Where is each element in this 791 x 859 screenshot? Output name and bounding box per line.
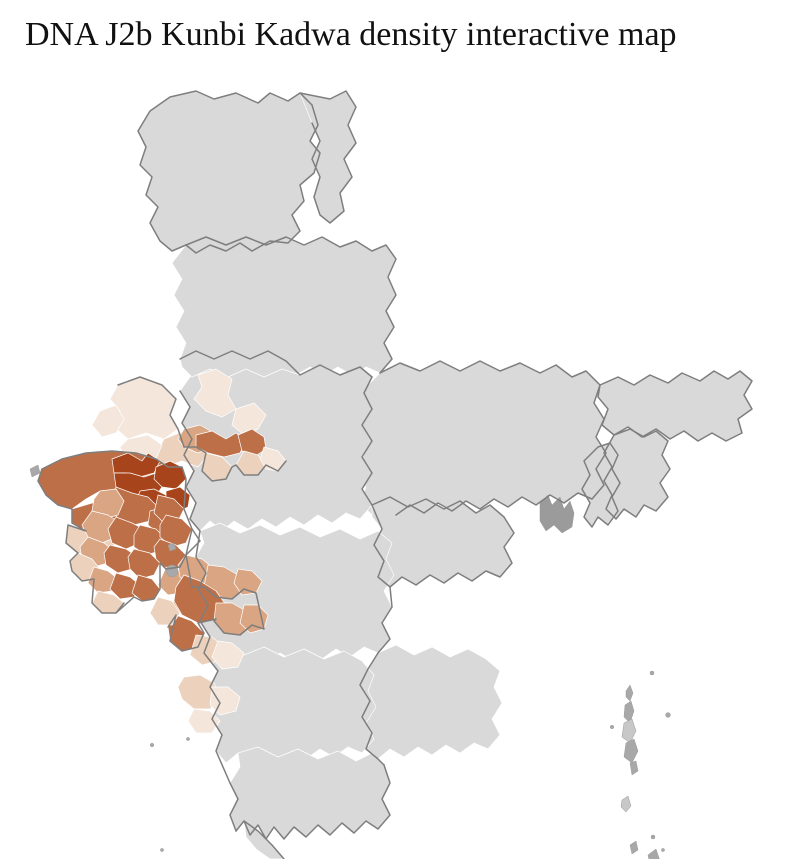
page-title: DNA J2b Kunbi Kadwa density interactive … [25,16,677,53]
island-shape[interactable] [623,738,639,764]
district-region[interactable] [137,90,321,254]
island-speck[interactable] [661,848,665,852]
state-border [179,350,373,378]
district-region[interactable] [231,402,267,436]
india-choropleth-map[interactable] [0,55,791,859]
island-shape[interactable] [623,700,635,724]
district-region[interactable] [159,514,193,548]
state-border [185,236,397,374]
island-speck[interactable] [665,712,671,718]
state-border [167,528,265,652]
sundarbans-delta[interactable] [539,494,575,534]
district-region[interactable] [351,360,607,516]
lakshadweep-speck[interactable] [160,848,164,852]
state-borders-layer [37,90,753,859]
state-border [235,764,391,840]
island-shape[interactable] [629,760,639,776]
district-region[interactable] [229,746,391,840]
island-shape[interactable] [620,795,632,813]
state-border [603,428,671,520]
state-border [243,820,285,859]
andaman-nicobar-islands[interactable] [609,670,671,859]
state-border-northeast [597,370,753,442]
state-border [299,90,357,224]
island-shape[interactable] [647,848,660,859]
state-border [379,360,607,516]
island-shape[interactable] [629,840,639,855]
state-border-gujarat [37,450,193,614]
state-border [117,376,287,482]
district-region[interactable] [127,548,161,580]
district-region[interactable] [193,368,237,418]
state-border [581,442,621,528]
state-border [179,390,239,832]
island-speck[interactable] [609,724,615,730]
district-region[interactable] [91,404,125,438]
district-region[interactable] [359,644,503,760]
choropleth-data-layer [37,368,287,734]
coast-speck[interactable] [167,542,177,552]
gray-detail-layer [29,464,671,859]
district-region[interactable] [187,708,221,734]
coast-speck[interactable] [29,464,41,478]
island-speck[interactable] [650,834,656,840]
lakshadweep-speck[interactable] [186,737,190,741]
district-region[interactable] [149,596,181,626]
district-region[interactable] [171,236,397,376]
state-border [137,90,321,254]
lakshadweep-speck[interactable] [149,742,155,748]
district-region[interactable] [177,674,221,710]
district-region[interactable] [109,376,179,440]
island-shape[interactable] [621,718,637,744]
island-speck[interactable] [649,670,655,676]
district-region[interactable] [153,460,187,490]
state-border [359,376,393,766]
district-region[interactable] [211,640,245,670]
state-border [371,496,515,588]
basemap-no-data-layer [137,90,753,859]
island-shape[interactable] [625,684,634,702]
map-svg[interactable] [0,55,791,859]
